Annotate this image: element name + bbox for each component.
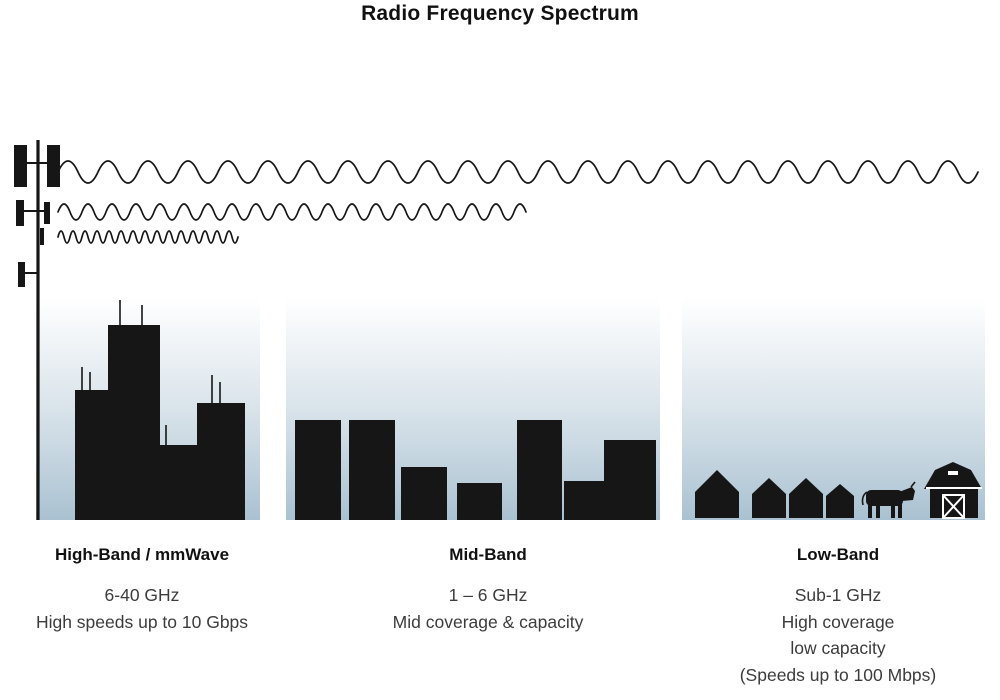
cow-icon <box>861 481 916 518</box>
band-desc-lowband: Sub-1 GHz High coverage low capacity (Sp… <box>708 582 968 688</box>
city-skyline-icon <box>75 300 245 520</box>
lowband-long-wave <box>57 160 979 184</box>
rural-scene-icon <box>695 462 982 519</box>
band-name-midband: Mid-Band <box>449 545 527 564</box>
band-desc-line: 1 – 6 GHz <box>448 585 528 605</box>
diagram-title: Radio Frequency Spectrum <box>361 2 639 25</box>
cell-tower-icon <box>14 140 60 520</box>
house-icon <box>695 470 739 518</box>
highband-short-wave <box>57 230 239 244</box>
midrise-skyline-icon <box>295 420 656 520</box>
midband-label-column: Mid-Band 1 – 6 GHz Mid coverage & capaci… <box>358 545 618 635</box>
band-name-highband: High-Band / mmWave <box>54 545 230 564</box>
band-desc-line: low capacity <box>790 638 886 658</box>
band-desc-line: 6-40 GHz <box>104 585 180 605</box>
band-name-lowband: Low-Band <box>796 545 880 564</box>
lowband-label-column: Low-Band Sub-1 GHz High coverage low cap… <box>708 545 968 688</box>
midband-medium-wave <box>57 203 527 221</box>
highband-label-column: High-Band / mmWave 6-40 GHz High speeds … <box>12 545 272 635</box>
house-icon <box>789 478 823 518</box>
barn-icon <box>924 462 982 519</box>
band-desc-line: High speeds up to 10 Gbps <box>35 611 249 632</box>
band-desc-line: High coverage <box>781 611 895 632</box>
band-desc-midband: 1 – 6 GHz Mid coverage & capacity <box>358 582 618 635</box>
band-desc-line: Sub-1 GHz <box>794 585 882 605</box>
spectrum-illustration <box>14 140 985 520</box>
house-icon <box>752 478 786 518</box>
band-desc-line: (Speeds up to 100 Mbps) <box>739 664 937 685</box>
house-icon <box>826 484 854 518</box>
band-desc-line: Mid coverage & capacity <box>392 611 584 632</box>
band-desc-highband: 6-40 GHz High speeds up to 10 Gbps <box>12 582 272 635</box>
